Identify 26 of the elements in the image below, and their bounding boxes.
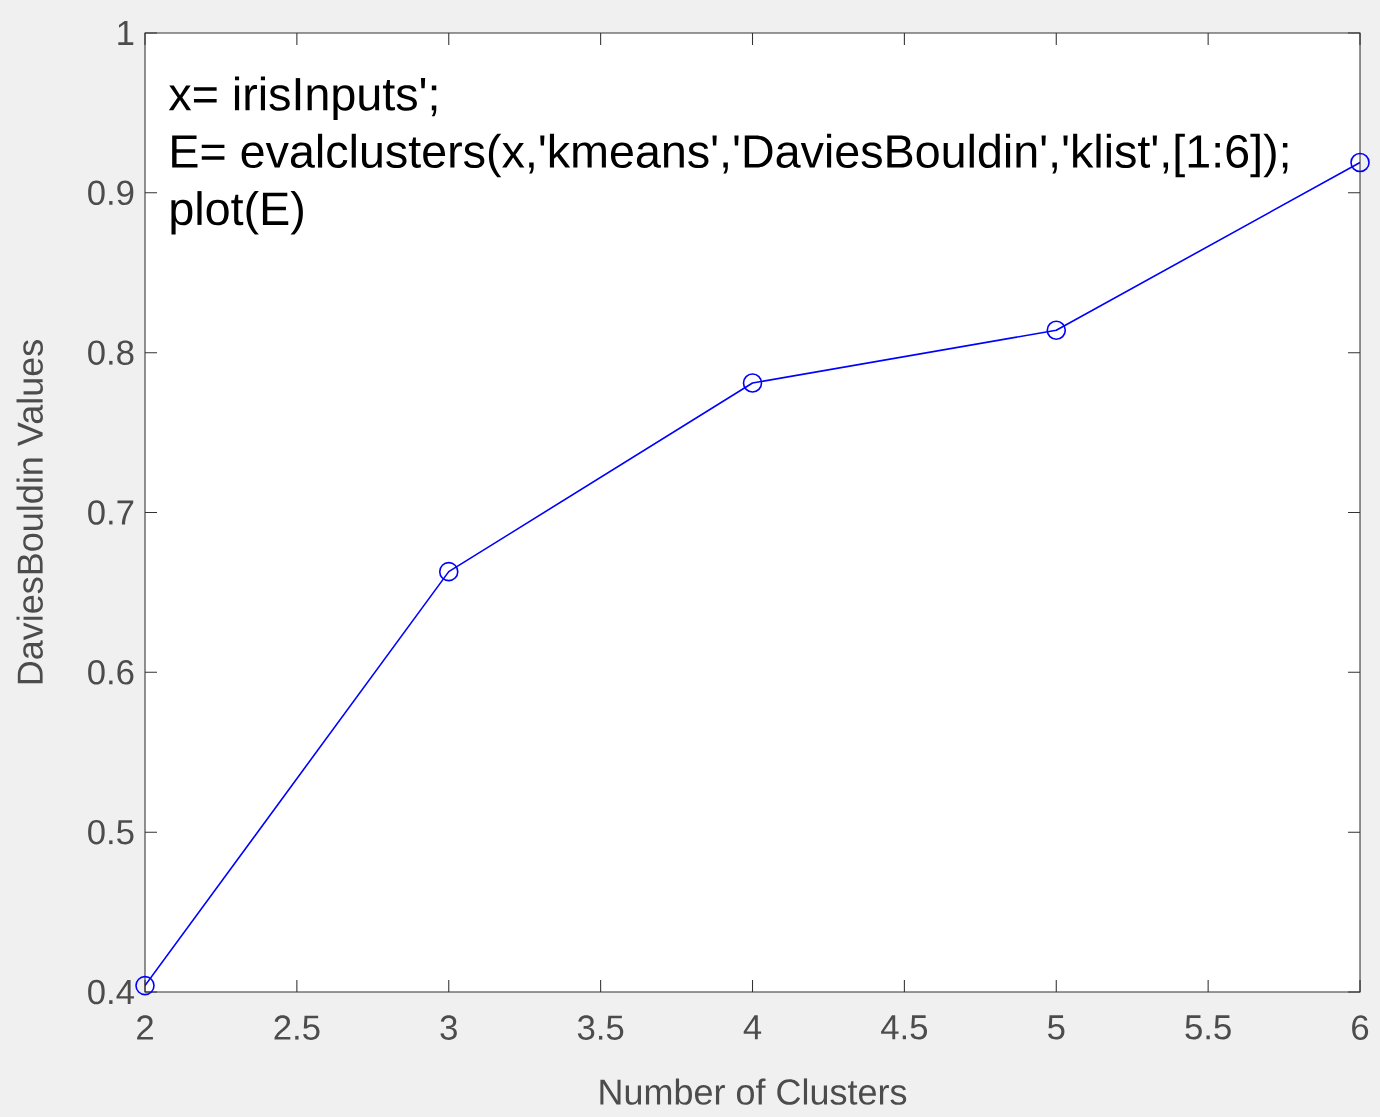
x-tick-label: 3.5	[577, 1015, 624, 1040]
x-tick-label: 4.5	[881, 1015, 928, 1040]
y-tick-label: 0.8	[88, 340, 134, 365]
x-tick-label: 3	[440, 1015, 457, 1040]
point	[742, 373, 763, 393]
annotation: E= evalclusters(x,'kmeans','DaviesBouldin','klist',[1:6]);	[172, 133, 1288, 178]
y-tick-label: 0.9	[88, 180, 134, 206]
point	[1046, 320, 1067, 341]
y-tick-label: 0.6	[88, 660, 134, 685]
point	[438, 561, 459, 582]
y-tick-label: 0.5	[88, 819, 134, 845]
x-tick-label: 5.5	[1185, 1015, 1231, 1040]
y-tick-label: 0.4	[88, 979, 134, 1005]
y-axis-title: DaviesBouldin Values	[16, 340, 43, 684]
x-tick-label: 2	[137, 1015, 153, 1040]
annotation: x= irisInputs';	[168, 76, 437, 120]
annotation: plot(E)	[171, 191, 303, 235]
x-tick-label: 4	[743, 1015, 762, 1040]
x-tick-label: 6	[1352, 1015, 1369, 1040]
y-tick-label: 1	[118, 21, 134, 45]
x-tick-label: 2.5	[274, 1015, 320, 1040]
point	[135, 975, 155, 996]
x-tick-label: 5	[1048, 1015, 1065, 1040]
point	[1350, 152, 1370, 173]
x-axis-title: Number of Clusters	[600, 1078, 907, 1105]
y-tick-label: 0.7	[88, 500, 134, 525]
